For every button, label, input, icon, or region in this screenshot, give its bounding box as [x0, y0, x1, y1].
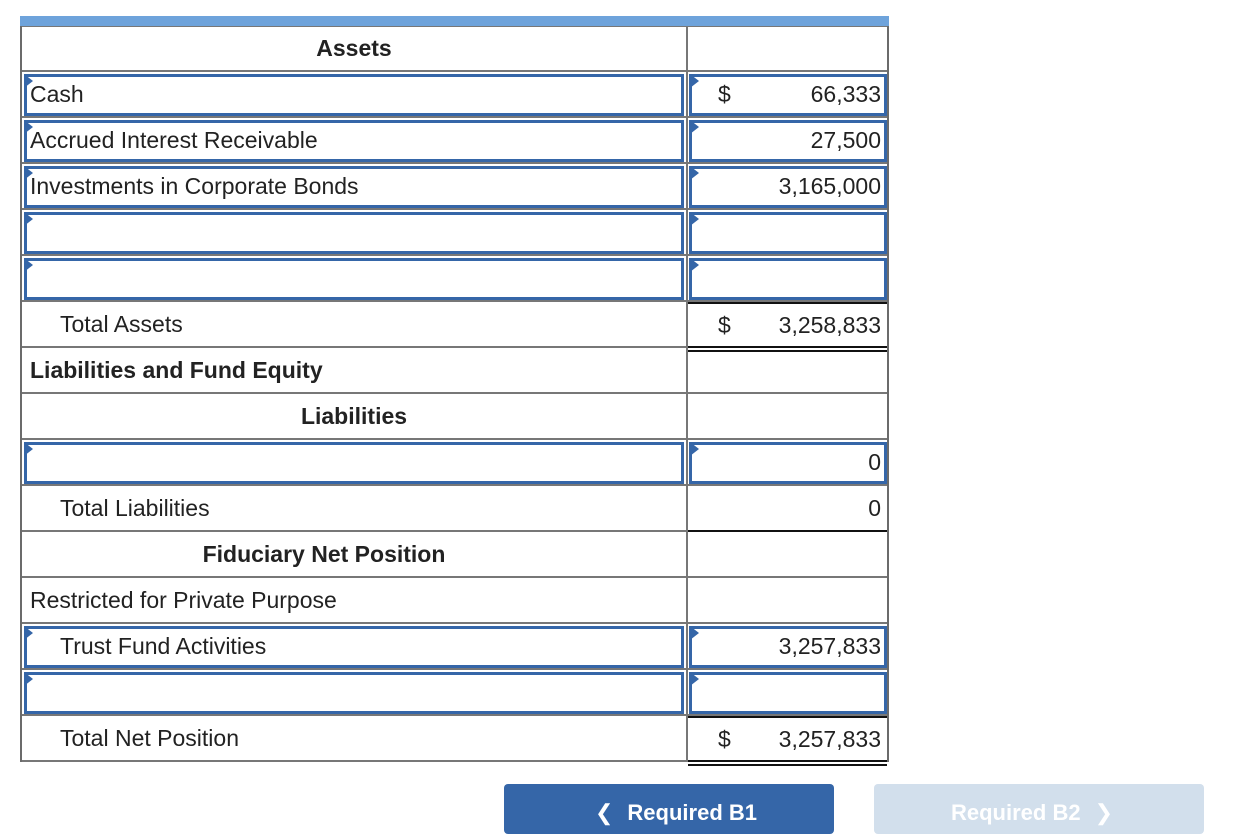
- account-dropdown-investments[interactable]: Investments in Corporate Bonds: [22, 164, 688, 208]
- dropdown-indicator-icon: [24, 212, 33, 226]
- chevron-right-icon: ❯: [1094, 800, 1114, 825]
- amount-input-accrued-interest[interactable]: 27,500: [688, 118, 887, 162]
- dropdown-indicator-icon: [690, 258, 699, 272]
- liabilities-fund-equity-row: Liabilities and Fund Equity: [22, 348, 887, 394]
- dropdown-indicator-icon: [690, 442, 699, 456]
- total-liabilities-value: 0: [688, 486, 887, 532]
- dropdown-indicator-icon: [690, 672, 699, 686]
- dropdown-indicator-icon: [690, 166, 699, 180]
- amount-input-blank-asset-1[interactable]: [688, 210, 887, 254]
- total-liabilities-label: Total Liabilities: [60, 494, 210, 521]
- liabilities-header-row: Liabilities: [22, 394, 887, 440]
- dropdown-indicator-icon: [24, 74, 33, 88]
- amount-input-blank-net-position[interactable]: [688, 670, 887, 714]
- table-row-blank-net-position: [22, 670, 887, 716]
- dropdown-indicator-icon: [24, 442, 33, 456]
- total-assets-label: Total Assets: [60, 310, 183, 337]
- table-row-accrued-interest: Accrued Interest Receivable 27,500: [22, 118, 887, 164]
- required-b2-label: Required B2: [950, 800, 1081, 825]
- assets-header-row: Assets: [22, 26, 887, 72]
- amount-input-cash[interactable]: $66,333: [688, 72, 887, 116]
- restricted-private-purpose-row: Restricted for Private Purpose: [22, 578, 887, 624]
- table-row-cash: Cash $66,333: [22, 72, 887, 118]
- dropdown-indicator-icon: [24, 672, 33, 686]
- table-row-total-assets: Total Assets $3,258,833: [22, 302, 887, 352]
- total-net-position-label: Total Net Position: [60, 724, 239, 751]
- dropdown-indicator-icon: [690, 120, 699, 134]
- account-dropdown-blank-asset-2[interactable]: [22, 256, 688, 300]
- fiduciary-net-position-heading: Fiduciary Net Position: [202, 540, 446, 567]
- account-dropdown-cash[interactable]: Cash: [22, 72, 688, 116]
- required-b1-label: Required B1: [627, 800, 758, 825]
- required-b1-button[interactable]: ❮ Required B1: [504, 784, 834, 834]
- amount-input-blank-asset-2[interactable]: [688, 256, 887, 300]
- dropdown-indicator-icon: [24, 626, 33, 640]
- account-dropdown-trust-fund-activities[interactable]: Trust Fund Activities: [22, 624, 688, 668]
- account-dropdown-accrued-interest[interactable]: Accrued Interest Receivable: [22, 118, 688, 162]
- assets-heading: Assets: [316, 35, 392, 61]
- restricted-private-purpose-label: Restricted for Private Purpose: [30, 586, 337, 613]
- dropdown-indicator-icon: [690, 74, 699, 88]
- liabilities-fund-equity-heading: Liabilities and Fund Equity: [30, 356, 323, 383]
- table-row-liability-1: 0: [22, 440, 887, 486]
- dropdown-indicator-icon: [24, 258, 33, 272]
- dropdown-indicator-icon: [24, 120, 33, 134]
- table-row-total-net-position: Total Net Position $3,257,833: [22, 716, 887, 766]
- dropdown-indicator-icon: [24, 166, 33, 180]
- liabilities-heading: Liabilities: [300, 402, 408, 429]
- statement-of-fiduciary-net-position: Assets Cash $66,333 Accrued Interest Rec…: [20, 26, 889, 766]
- amount-input-trust-fund-activities[interactable]: 3,257,833: [688, 624, 887, 668]
- total-net-position-value: $3,257,833: [688, 716, 887, 766]
- total-assets-value: $3,258,833: [688, 302, 887, 352]
- table-row-trust-fund-activities: Trust Fund Activities 3,257,833: [22, 624, 887, 670]
- account-dropdown-blank-asset-1[interactable]: [22, 210, 688, 254]
- table-row-investments: Investments in Corporate Bonds 3,165,000: [22, 164, 887, 210]
- table-row-blank-asset-2: [22, 256, 887, 302]
- table-row-total-liabilities: Total Liabilities 0: [22, 486, 887, 532]
- account-dropdown-blank-net-position[interactable]: [22, 670, 688, 714]
- required-b2-button[interactable]: Required B2 ❯: [874, 784, 1204, 834]
- table-row-blank-asset-1: [22, 210, 887, 256]
- amount-input-investments[interactable]: 3,165,000: [688, 164, 887, 208]
- chevron-left-icon: ❮: [594, 800, 614, 825]
- dropdown-indicator-icon: [690, 212, 699, 226]
- account-dropdown-liability-1[interactable]: [22, 440, 688, 484]
- amount-input-liability-1[interactable]: 0: [688, 440, 887, 484]
- dropdown-indicator-icon: [690, 626, 699, 640]
- fiduciary-net-position-header-row: Fiduciary Net Position: [22, 532, 887, 578]
